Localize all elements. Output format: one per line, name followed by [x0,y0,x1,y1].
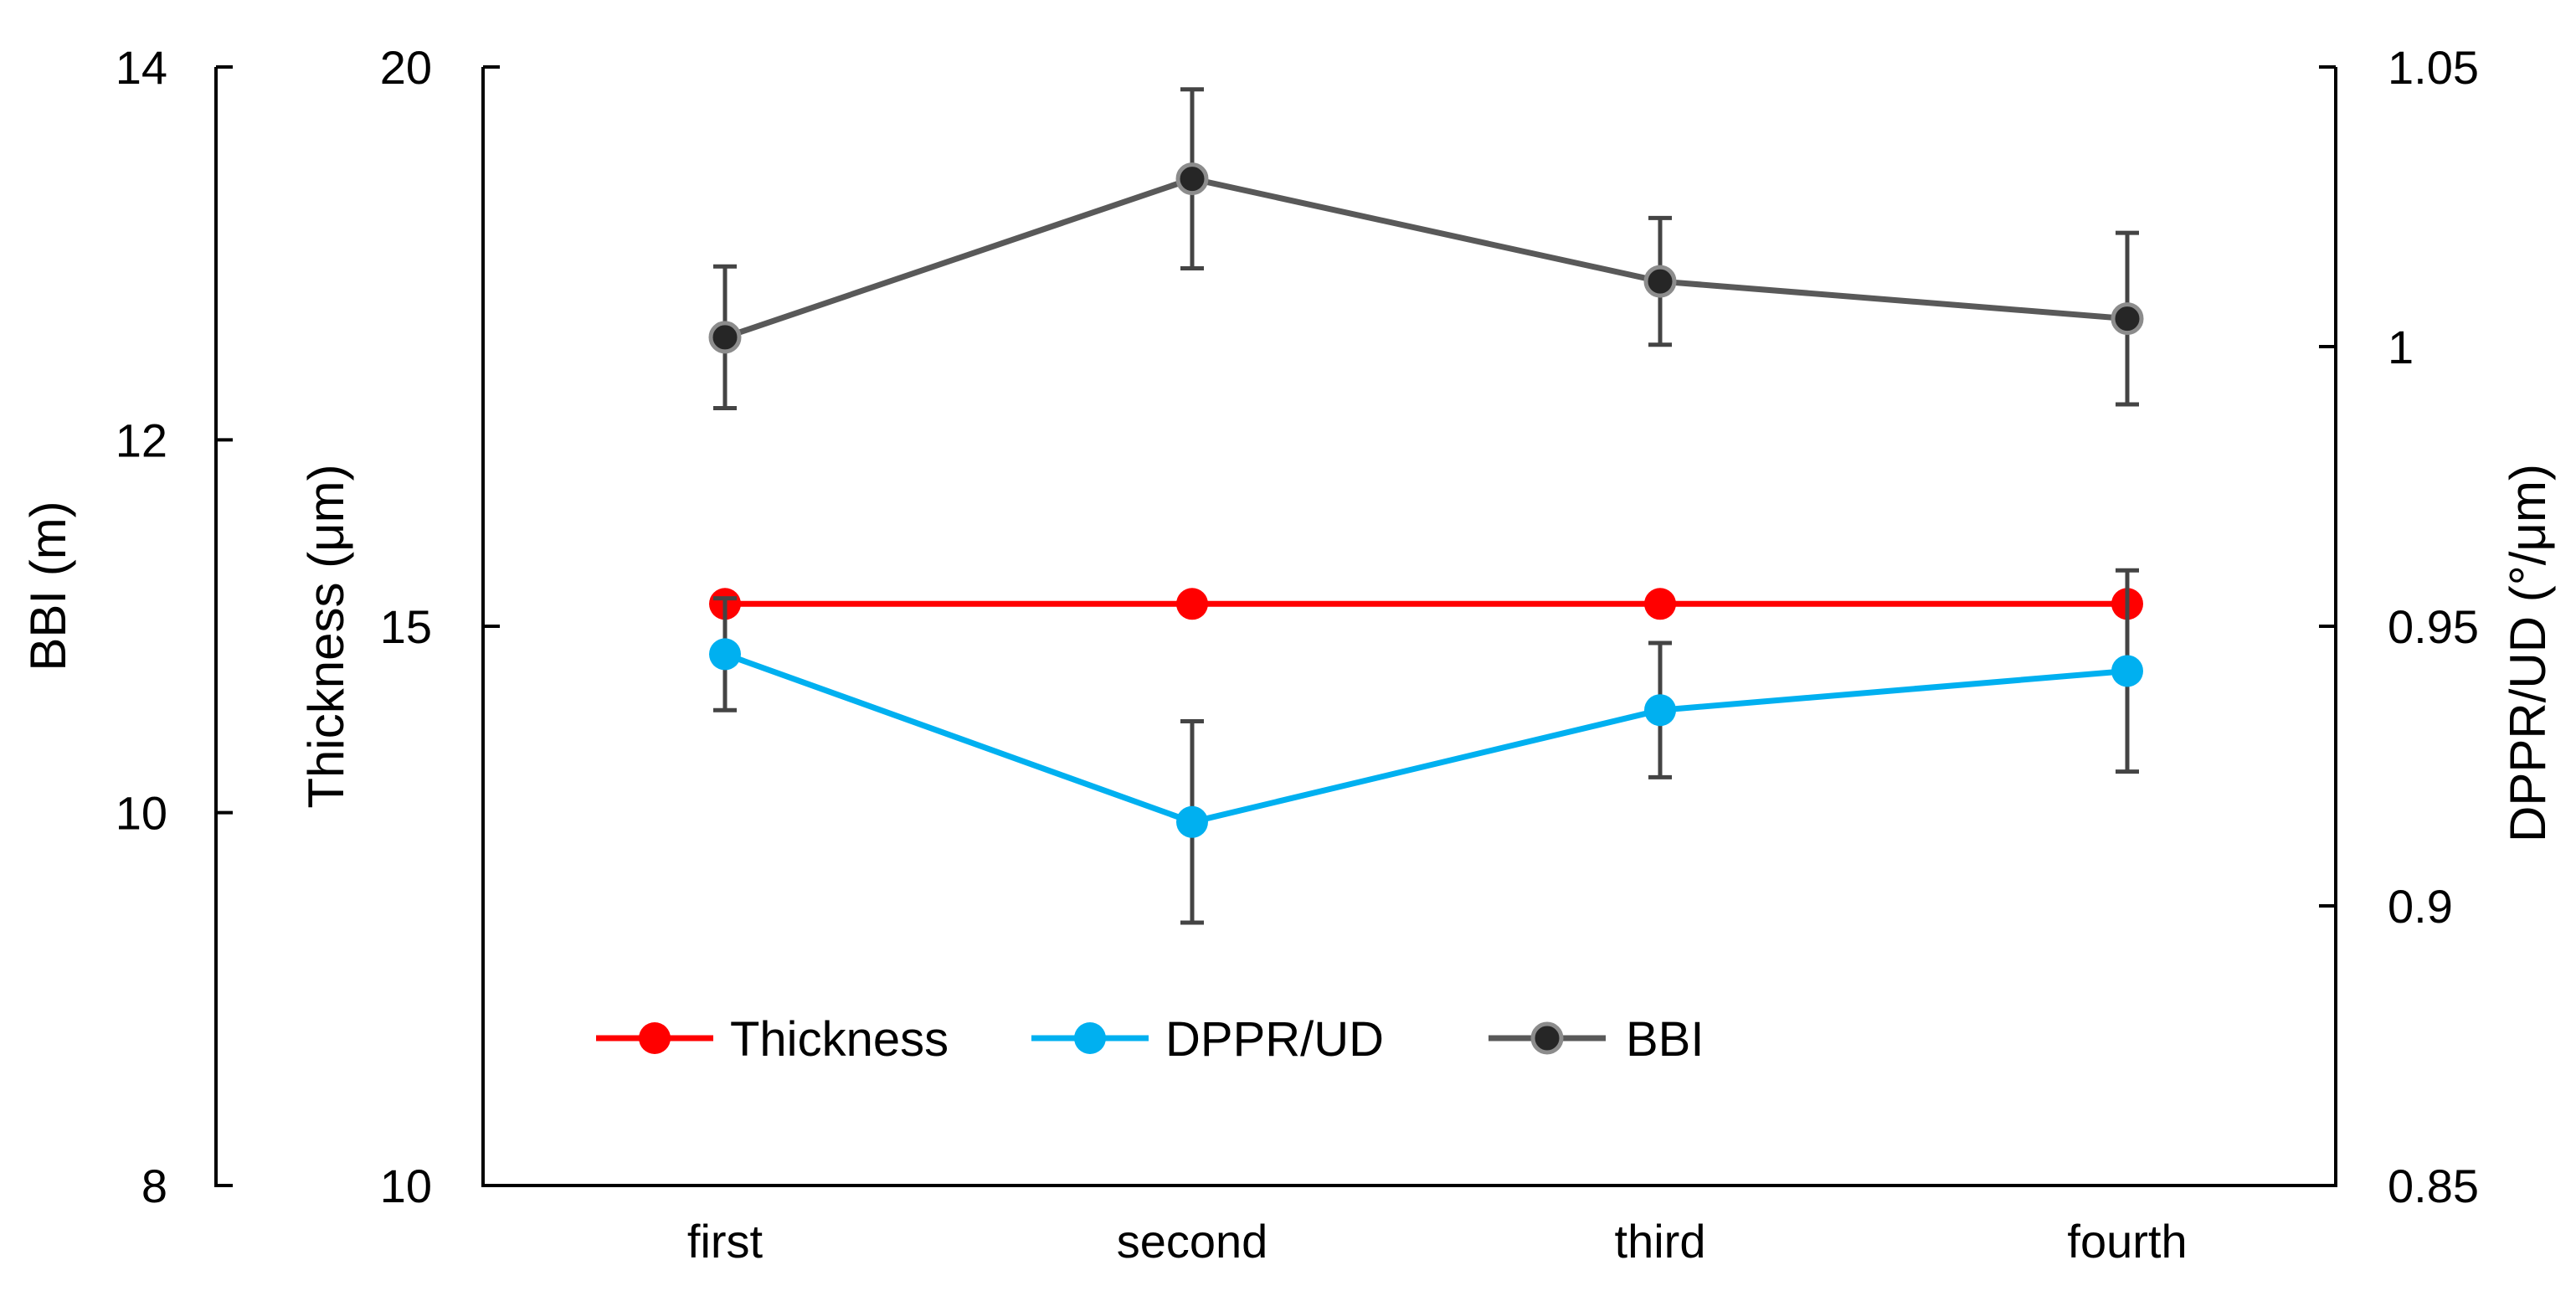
dppr-tick-label: 0.95 [2388,600,2479,653]
thickness-tick-label: 15 [380,600,432,653]
thickness-axis-title: Thickness (μm) [298,464,354,808]
legend-thickness-marker [639,1022,671,1054]
x-axis-ticks: first second third fourth [687,1215,2188,1268]
dppr-tick-label: 1.05 [2388,41,2479,94]
bbi-point [708,321,742,354]
thickness-axis-ticks: 10 15 20 [380,41,500,1212]
dppr-point [1644,694,1676,727]
series-bbi [708,87,2144,410]
thickness-tick-label: 20 [380,41,432,94]
dppr-line [723,651,2128,826]
dppr-axis-ticks: 0.85 0.9 0.95 1 1.05 [2319,41,2479,1212]
thickness-point [1644,588,1676,620]
legend-dppr-marker [1074,1022,1106,1054]
bbi-point [1175,162,1209,196]
thickness-point [1176,588,1208,620]
bbi-tick-label: 14 [116,41,167,94]
thickness-tick-label: 10 [380,1160,432,1212]
bbi-tick-label: 12 [116,414,167,466]
series-layer [708,87,2144,925]
series-dppr [709,568,2143,925]
dppr-point [2111,655,2143,687]
bbi-axis-ticks: 8 10 12 14 [116,41,233,1212]
legend-dppr-label: DPPR/UD [1165,1012,1384,1067]
dppr-axis-title: DPPR/UD (°/μm) [2500,464,2556,842]
x-tick-label: fourth [2067,1215,2187,1268]
series-thickness [709,588,2143,620]
bbi-axis-title: BBI (m) [20,501,76,671]
legend-item-dppr: DPPR/UD [1031,1012,1384,1067]
bbi-line [723,176,2128,341]
dppr-tick-label: 0.85 [2388,1160,2479,1212]
legend-item-thickness: Thickness [596,1012,949,1067]
x-tick-label: first [687,1215,764,1268]
bbi-tick-label: 10 [116,787,167,840]
x-tick-label: second [1117,1215,1268,1268]
x-tick-label: third [1615,1215,1706,1268]
bbi-tick-label: 8 [141,1160,167,1212]
dppr-tick-label: 1 [2388,321,2414,373]
legend-item-bbi: BBI [1489,1012,1704,1067]
bbi-point [1643,265,1677,298]
dppr-tick-label: 0.9 [2388,880,2453,933]
legend-bbi-label: BBI [1626,1012,1704,1067]
bbi-point [2111,302,2144,336]
legend-bbi-marker [1530,1021,1564,1055]
legend-thickness-label: Thickness [730,1012,949,1067]
dppr-point [1176,805,1208,838]
legend: Thickness DPPR/UD BBI [596,1012,1704,1067]
dppr-point [709,638,741,671]
